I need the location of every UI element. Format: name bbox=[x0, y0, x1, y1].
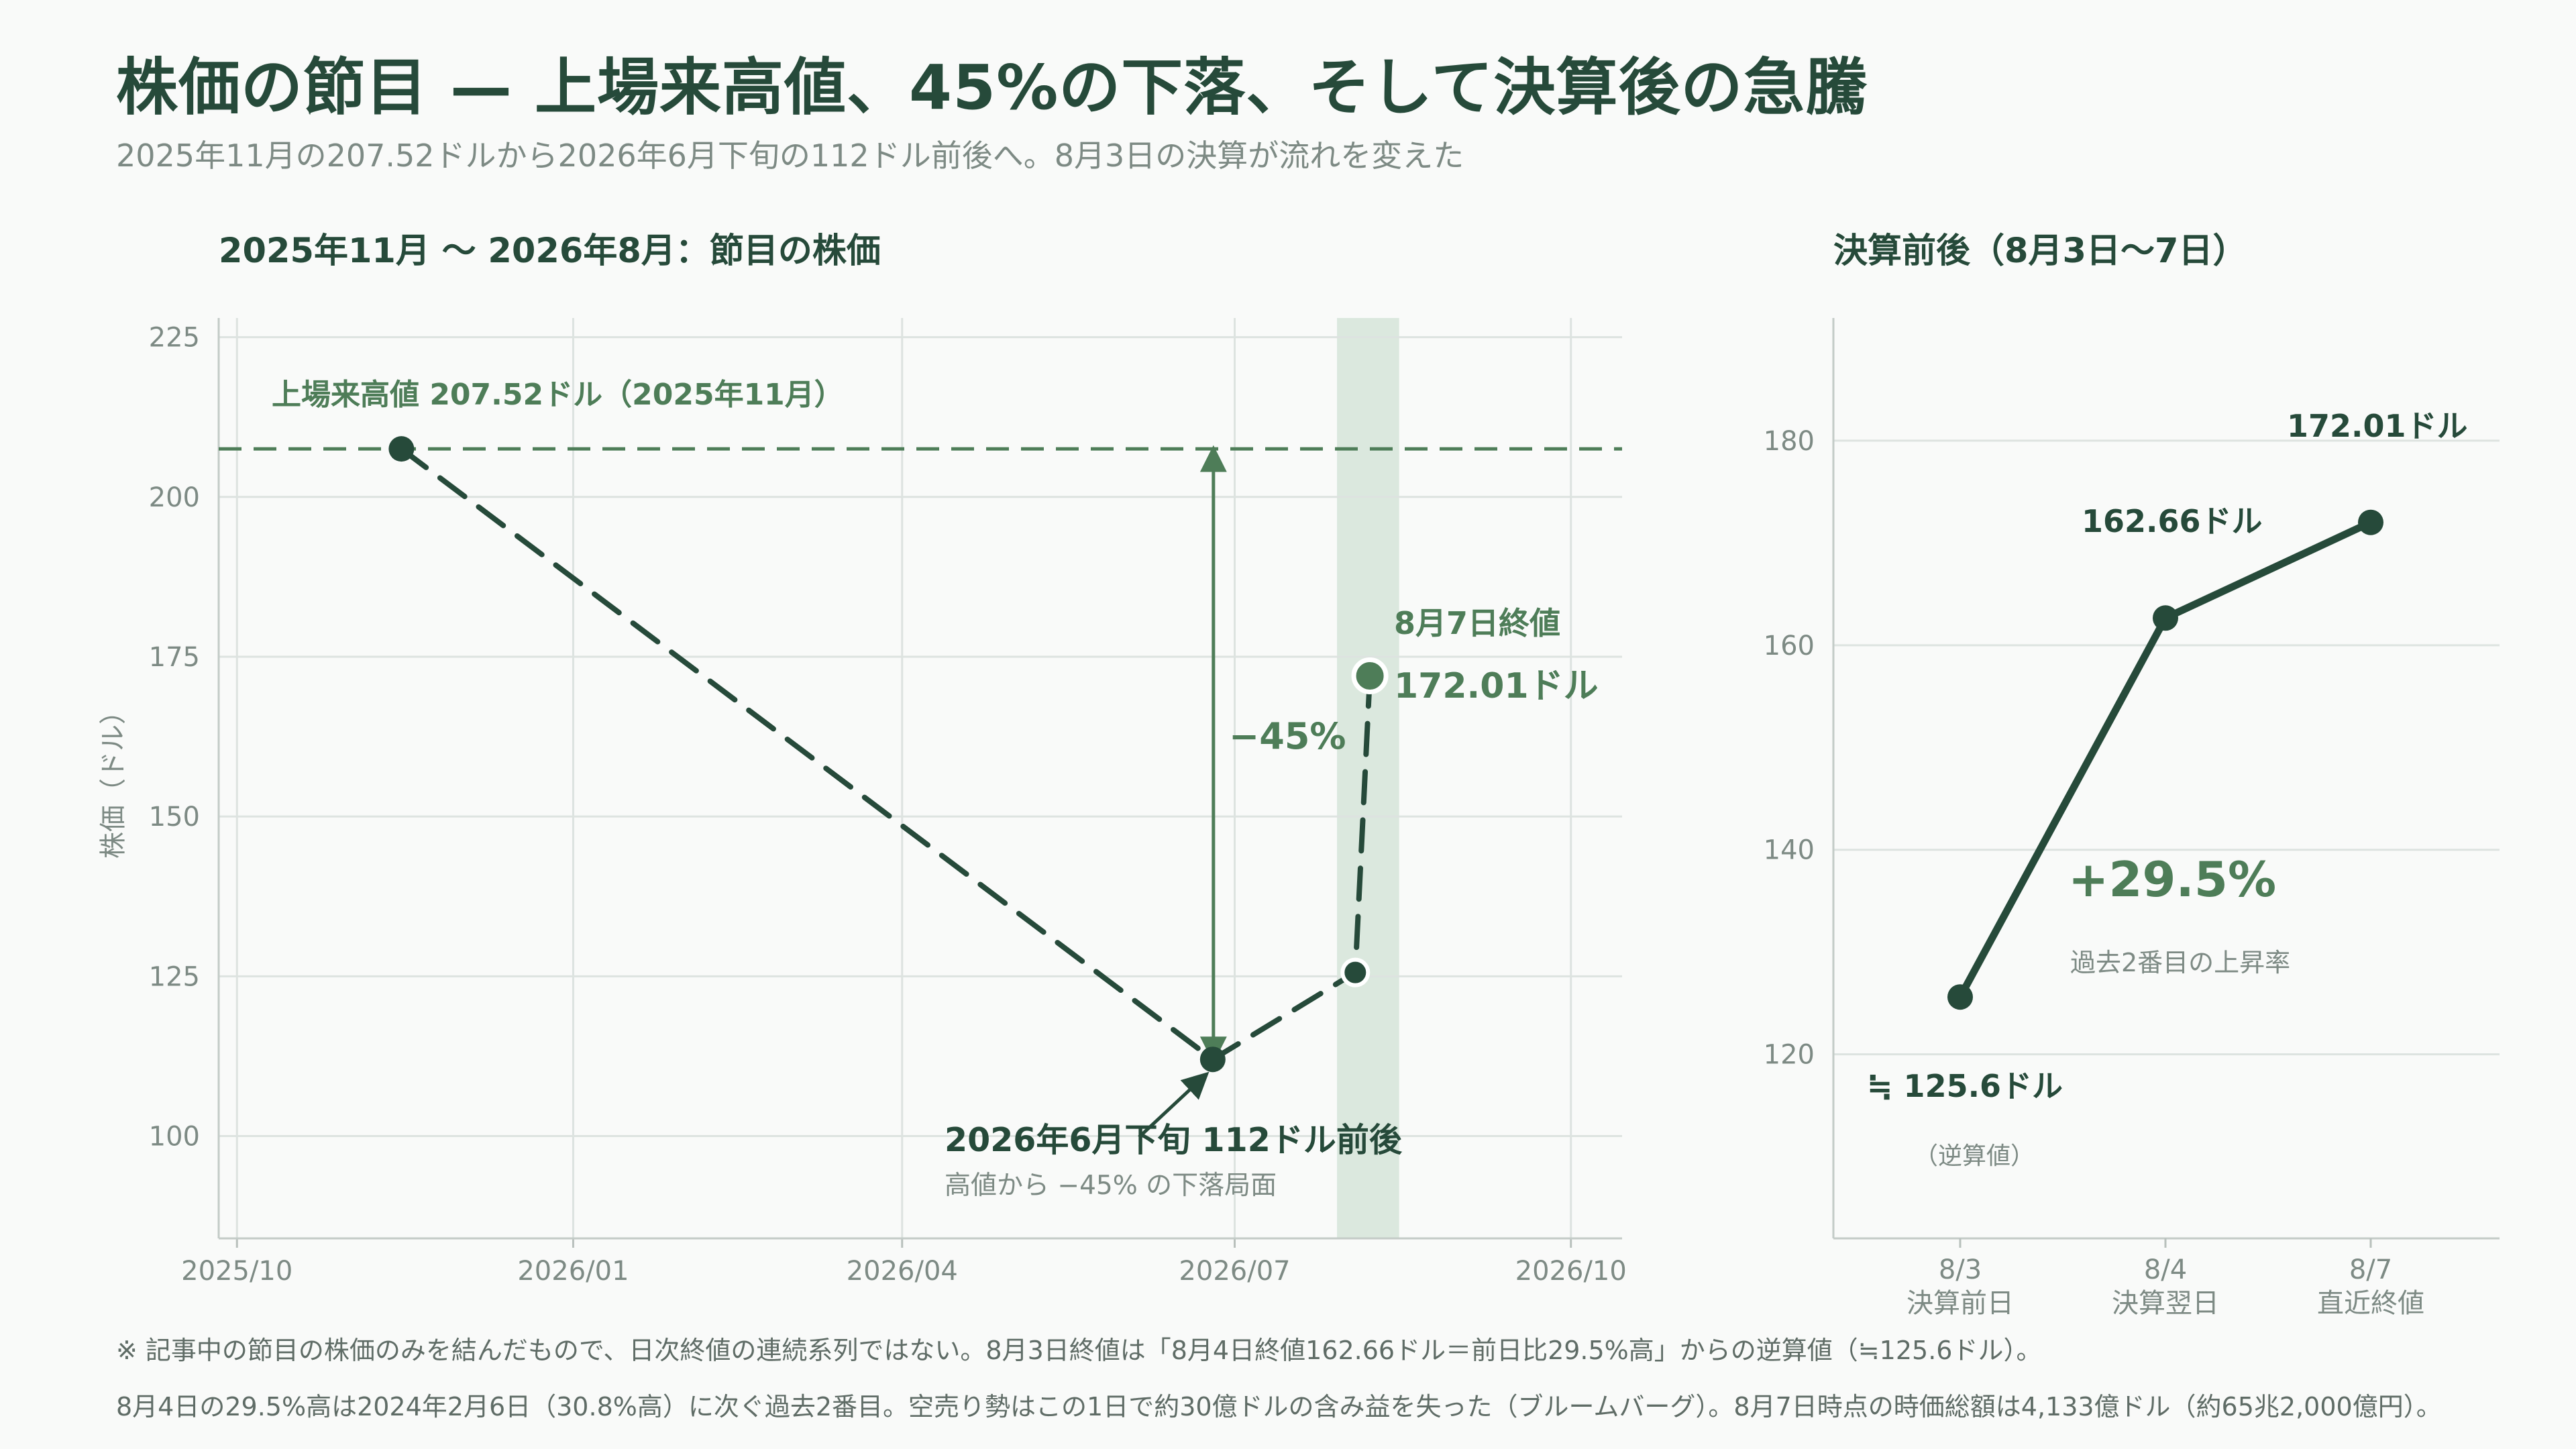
main-chart-title: 2025年11月 〜 2026年8月：節目の株価 bbox=[219, 231, 881, 271]
side-point-label: 172.01ドル bbox=[2287, 408, 2468, 444]
point-ath bbox=[388, 436, 415, 462]
side-point-label: ≒ 125.6ドル bbox=[1867, 1068, 2063, 1104]
point-pre-earnings bbox=[1340, 957, 1371, 987]
main-line-chart: 100 125 150 175 200 225 2025/10 2026/01 2026/04 2… bbox=[98, 318, 1627, 1287]
side-x-tick-label: 8/4 bbox=[2144, 1254, 2187, 1285]
low-annotation-arrow bbox=[1138, 1071, 1210, 1138]
highlight-band bbox=[1337, 318, 1399, 1238]
side-x-tick-sublabel: 直近終値 bbox=[2317, 1288, 2424, 1319]
side-growth-label: +29.5% bbox=[2068, 851, 2276, 908]
y-tick-label: 100 bbox=[149, 1122, 200, 1152]
side-x-tick-label: 8/3 bbox=[1939, 1254, 1982, 1285]
low-annotation-sub: 高値から −45% の下落局面 bbox=[945, 1171, 1277, 1201]
side-y-tick-label: 140 bbox=[1764, 835, 1815, 866]
side-x-tick-sublabel: 決算翌日 bbox=[2112, 1288, 2219, 1319]
side-point-label: 162.66ドル bbox=[2082, 503, 2263, 539]
side-x-tick-label: 8/7 bbox=[2349, 1254, 2392, 1285]
low-annotation-title: 2026年6月下旬 112ドル前後 bbox=[945, 1121, 1403, 1159]
end-annotation-title: 8月7日終値 bbox=[1394, 605, 1560, 641]
y-axis-label: 株価（ドル） bbox=[98, 698, 129, 859]
footnote-2: 8月4日の29.5%高は2024年2月6日（30.8%高）に次ぐ過去2番目。空売… bbox=[116, 1392, 2442, 1421]
page-title: 株価の節目 — 上場来高値、45%の下落、そして決算後の急騰 bbox=[116, 52, 1868, 123]
x-tick-label: 2026/10 bbox=[1515, 1256, 1627, 1287]
y-tick-label: 175 bbox=[149, 642, 200, 673]
x-tick-label: 2026/07 bbox=[1179, 1256, 1290, 1287]
series-line bbox=[398, 446, 1373, 1063]
end-annotation-value: 172.01ドル bbox=[1394, 666, 1599, 706]
point-aug7 bbox=[1351, 657, 1389, 694]
x-tick-label: 2026/01 bbox=[517, 1256, 629, 1287]
page-subtitle: 2025年11月の207.52ドルから2026年6月下旬の112ドル前後へ。8月… bbox=[116, 138, 1464, 174]
side-x-tick-sublabel: 決算前日 bbox=[1907, 1288, 2014, 1319]
y-tick-label: 125 bbox=[149, 961, 200, 992]
y-tick-label: 150 bbox=[149, 802, 200, 833]
side-first-point-note: （逆算値） bbox=[1914, 1142, 2035, 1170]
y-tick-label: 225 bbox=[149, 323, 200, 354]
drop-label: −45% bbox=[1229, 715, 1346, 757]
side-chart-title: 決算前後（8月3日〜7日） bbox=[1833, 231, 2247, 271]
point-low bbox=[1199, 1046, 1226, 1073]
side-series-line bbox=[1956, 519, 2375, 1001]
side-y-tick-label: 180 bbox=[1764, 426, 1815, 457]
x-tick-label: 2025/10 bbox=[181, 1256, 292, 1287]
side-growth-note: 過去2番目の上昇率 bbox=[2070, 948, 2290, 977]
side-point bbox=[1947, 984, 1973, 1010]
side-point bbox=[2153, 605, 2178, 631]
reference-line-label: 上場来高値 207.52ドル（2025年11月） bbox=[272, 378, 844, 412]
footnote-1: ※ 記事中の節目の株価のみを結んだもので、日次終値の連続系列ではない。8月3日終… bbox=[116, 1336, 2042, 1365]
y-tick-label: 200 bbox=[149, 482, 200, 513]
side-y-tick-label: 160 bbox=[1764, 631, 1815, 661]
side-point bbox=[2358, 509, 2383, 535]
x-tick-label: 2026/04 bbox=[847, 1256, 958, 1287]
side-y-tick-label: 120 bbox=[1764, 1040, 1815, 1071]
